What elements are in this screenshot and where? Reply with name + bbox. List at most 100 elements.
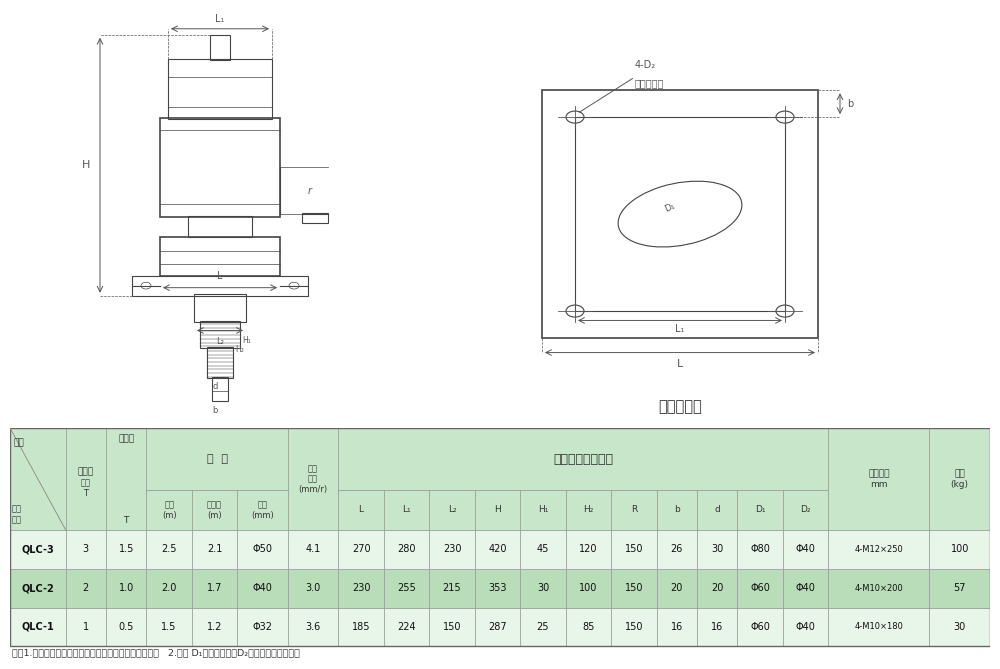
Bar bbox=[146, 490, 192, 530]
Bar bbox=[338, 490, 384, 530]
Bar bbox=[384, 607, 429, 646]
Text: 280: 280 bbox=[397, 544, 416, 554]
Text: 25: 25 bbox=[537, 622, 549, 632]
Text: Φ80: Φ80 bbox=[750, 544, 770, 554]
Text: 螺  杆: 螺 杆 bbox=[207, 454, 228, 464]
Bar bbox=[520, 607, 566, 646]
Text: 420: 420 bbox=[488, 544, 507, 554]
Text: 57: 57 bbox=[953, 583, 966, 593]
Bar bbox=[697, 569, 737, 607]
Text: 项目: 项目 bbox=[14, 438, 25, 447]
Bar bbox=[828, 530, 929, 569]
Bar bbox=[302, 213, 328, 223]
Text: 1: 1 bbox=[83, 622, 89, 632]
Text: T: T bbox=[123, 516, 129, 525]
Text: 1.5: 1.5 bbox=[161, 622, 177, 632]
Text: 地脚螺栓
mm: 地脚螺栓 mm bbox=[868, 469, 890, 488]
Bar bbox=[783, 569, 828, 607]
Bar bbox=[338, 428, 828, 490]
Bar bbox=[168, 59, 272, 119]
Bar bbox=[132, 276, 308, 296]
Text: 4-M12×250: 4-M12×250 bbox=[854, 545, 903, 554]
Text: 1.5: 1.5 bbox=[118, 544, 134, 554]
Text: D₁: D₁ bbox=[663, 201, 677, 213]
Text: QLC-2: QLC-2 bbox=[21, 583, 54, 593]
Text: Φ40: Φ40 bbox=[796, 544, 816, 554]
Text: 2.5: 2.5 bbox=[161, 544, 177, 554]
Text: 100: 100 bbox=[579, 583, 598, 593]
Text: 20: 20 bbox=[711, 583, 723, 593]
Text: 4-D₂: 4-D₂ bbox=[635, 60, 656, 70]
Bar bbox=[146, 569, 192, 607]
Text: 100: 100 bbox=[951, 544, 969, 554]
Text: 255: 255 bbox=[397, 583, 416, 593]
Bar bbox=[237, 530, 288, 569]
Bar bbox=[146, 428, 288, 490]
Text: 型号
规格: 型号 规格 bbox=[12, 504, 22, 524]
Text: 230: 230 bbox=[443, 544, 461, 554]
Text: L: L bbox=[677, 359, 683, 369]
Bar bbox=[429, 607, 475, 646]
Text: 287: 287 bbox=[488, 622, 507, 632]
Text: 螺纹长
(m): 螺纹长 (m) bbox=[207, 500, 222, 520]
Bar bbox=[66, 607, 106, 646]
Text: d: d bbox=[714, 505, 720, 514]
Bar bbox=[66, 428, 106, 530]
Bar bbox=[237, 490, 288, 530]
Bar bbox=[828, 569, 929, 607]
Text: L₁: L₁ bbox=[215, 14, 225, 24]
Text: 230: 230 bbox=[352, 583, 370, 593]
Text: 353: 353 bbox=[488, 583, 507, 593]
Bar bbox=[338, 607, 384, 646]
Text: H: H bbox=[82, 161, 90, 170]
Text: 150: 150 bbox=[625, 622, 643, 632]
Text: Φ50: Φ50 bbox=[253, 544, 273, 554]
Text: 数据
T: 数据 T bbox=[81, 478, 91, 498]
Text: 45: 45 bbox=[537, 544, 549, 554]
Text: D₂: D₂ bbox=[800, 505, 811, 514]
Text: 直径
(mm): 直径 (mm) bbox=[251, 500, 274, 520]
Bar bbox=[783, 490, 828, 530]
Text: 3.6: 3.6 bbox=[305, 622, 321, 632]
Bar bbox=[611, 569, 657, 607]
Bar bbox=[520, 490, 566, 530]
Text: QLC-1: QLC-1 bbox=[21, 622, 54, 632]
Text: b: b bbox=[674, 505, 680, 514]
Text: 30: 30 bbox=[711, 544, 723, 554]
Text: 270: 270 bbox=[352, 544, 370, 554]
Bar bbox=[657, 569, 697, 607]
Bar bbox=[566, 490, 611, 530]
Text: 2.1: 2.1 bbox=[207, 544, 222, 554]
Text: 3.0: 3.0 bbox=[305, 583, 321, 593]
Text: 1.7: 1.7 bbox=[207, 583, 222, 593]
Bar bbox=[566, 607, 611, 646]
Bar bbox=[737, 569, 783, 607]
Text: b: b bbox=[847, 99, 853, 108]
Text: 224: 224 bbox=[397, 622, 416, 632]
Text: 1.2: 1.2 bbox=[207, 622, 222, 632]
Bar bbox=[192, 530, 237, 569]
Bar bbox=[146, 530, 192, 569]
Bar bbox=[783, 607, 828, 646]
Text: Φ60: Φ60 bbox=[750, 583, 770, 593]
Bar bbox=[429, 490, 475, 530]
Bar bbox=[288, 569, 338, 607]
Text: L₂: L₂ bbox=[448, 505, 456, 514]
Bar bbox=[697, 607, 737, 646]
Bar bbox=[929, 569, 990, 607]
Text: H₁: H₁ bbox=[538, 505, 548, 514]
Bar bbox=[566, 530, 611, 569]
Text: 150: 150 bbox=[625, 544, 643, 554]
Text: 16: 16 bbox=[711, 622, 723, 632]
Bar bbox=[338, 569, 384, 607]
Text: 4-M10×200: 4-M10×200 bbox=[854, 583, 903, 593]
Bar bbox=[737, 490, 783, 530]
Bar bbox=[828, 428, 929, 530]
Text: 3: 3 bbox=[83, 544, 89, 554]
Text: H₂: H₂ bbox=[235, 345, 244, 353]
Bar bbox=[475, 530, 520, 569]
Text: Φ32: Φ32 bbox=[253, 622, 273, 632]
Bar bbox=[106, 428, 146, 530]
Bar bbox=[106, 607, 146, 646]
Text: 85: 85 bbox=[582, 622, 595, 632]
